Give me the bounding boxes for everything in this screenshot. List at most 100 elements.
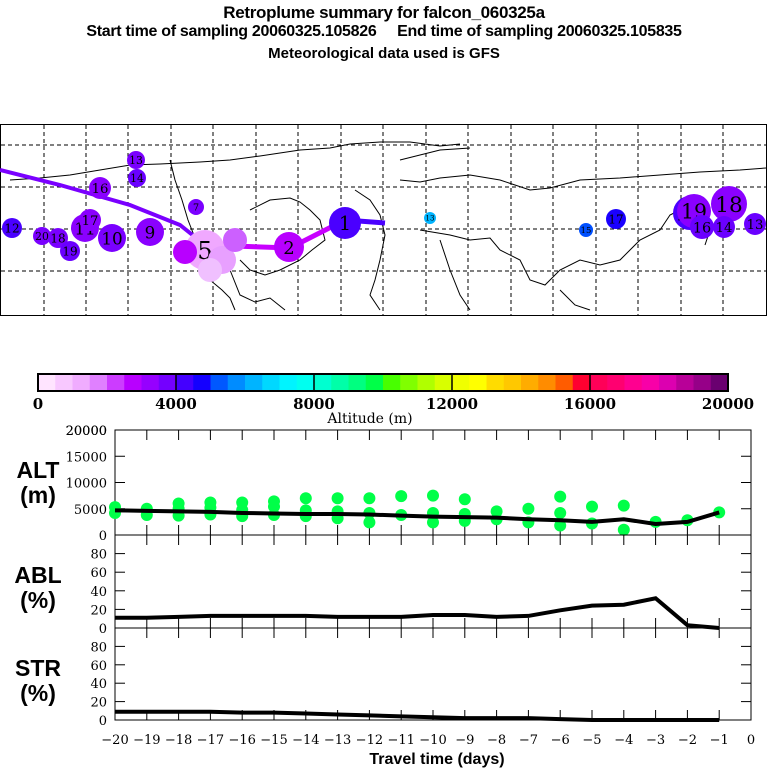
cluster-circle (89, 177, 111, 199)
colorbar-cell (434, 374, 453, 391)
plume-track-segment (0, 168, 207, 247)
x-tick-label: −14 (292, 733, 319, 748)
colorbar-cell (107, 374, 125, 391)
altitude-scatter-point (427, 516, 439, 529)
colorbar-cell (89, 374, 108, 391)
cluster-label: 7 (193, 203, 199, 214)
colorbar-cell (158, 374, 177, 391)
colorbar-cells (38, 374, 729, 391)
cluster-label: 10 (101, 228, 122, 248)
cluster-circle (136, 218, 164, 246)
cluster-label: 13 (747, 218, 764, 233)
cluster-marker: 17 (79, 209, 101, 231)
colorbar-tick-label: 0 (33, 395, 43, 413)
cluster-circle (48, 228, 68, 248)
cluster-marker: 1 (329, 207, 361, 239)
cluster-marker: 2 (274, 232, 304, 262)
colorbar-tick-label: 8000 (293, 395, 335, 413)
map-gridlines (1, 125, 767, 315)
cluster-circle (33, 227, 51, 245)
x-tick-label: −3 (646, 733, 665, 748)
cluster-marker: 13 (424, 212, 436, 224)
colorbar-tick-labels: 0 4000 8000 12000 16000 20000 (33, 374, 754, 413)
x-tick-label: −17 (197, 733, 224, 748)
altitude-scatter-point (554, 519, 567, 532)
retroplume-map: 1257910111213141617181920131517201918161… (0, 124, 767, 316)
y-tick-label: 20 (90, 696, 107, 711)
altitude-scatter-point (617, 523, 630, 536)
cluster-circle (173, 240, 197, 264)
cluster-marker: 13 (744, 213, 766, 235)
colorbar-cell (210, 374, 229, 391)
x-tick-label: −12 (356, 733, 383, 748)
altitude-scatter-point (204, 496, 217, 509)
abl-panel-label: ABL (14, 562, 61, 588)
x-tick-label: −4 (614, 733, 633, 748)
altitude-scatter-point (713, 506, 726, 519)
abl-panel-unit: (%) (20, 587, 56, 613)
cluster-circle (128, 169, 146, 187)
x-tick-label: −19 (133, 733, 160, 748)
cluster-circle (198, 258, 222, 282)
altitude-scatter-point (395, 490, 408, 503)
cluster-marker: 10 (98, 224, 126, 252)
cluster-circle (223, 228, 247, 252)
cluster-label: 14 (130, 172, 144, 185)
colorbar-cell (176, 374, 194, 391)
x-tick-label: −20 (101, 733, 128, 748)
cluster-label: 16 (693, 220, 711, 236)
colorbar-cell (486, 374, 505, 391)
altitude-scatter-point (617, 499, 630, 512)
colorbar-cell (400, 374, 418, 391)
cluster-marker: 19 (60, 241, 80, 261)
colorbar-cell (314, 374, 332, 391)
alt-panel-label: ALT (16, 457, 59, 483)
start-time-label: Start time of sampling 20060325.105826 (86, 23, 377, 40)
cluster-circle (711, 186, 747, 222)
series-line (115, 709, 720, 722)
colorbar-frame (37, 373, 729, 392)
cluster-label: 13 (129, 154, 143, 167)
abl-panel: ABL (%) 0 20 40 60 80 (14, 534, 752, 637)
cluster-marker: 16 (690, 215, 714, 239)
cluster-marker: 20 (33, 227, 51, 245)
colorbar-cell (452, 374, 470, 391)
colorbar-cell (624, 374, 643, 391)
x-tick-label: −16 (228, 733, 255, 748)
altitude-scatter-point (172, 497, 185, 510)
y-tick-label: 60 (90, 566, 107, 581)
x-axis-title: Travel time (days) (369, 751, 504, 768)
y-tick-label: 0 (99, 529, 107, 544)
x-tick-label: −9 (455, 733, 474, 748)
cluster-circle (606, 209, 626, 229)
x-tick-label: −7 (519, 733, 538, 748)
altitude-scatter-point (268, 495, 280, 508)
cluster-label: 18 (715, 193, 742, 218)
y-tick-label: 15000 (66, 450, 107, 465)
cluster-circle (690, 215, 714, 239)
y-tick-label: 80 (90, 548, 107, 563)
colorbar-cell (641, 374, 660, 391)
colorbar-cell (124, 374, 142, 391)
cluster-circle (329, 207, 361, 239)
cluster-label: 9 (145, 222, 156, 242)
colorbar-cell (279, 374, 298, 391)
colorbar-tick-label: 4000 (155, 395, 197, 413)
series-line (115, 596, 720, 630)
x-tick-label: −8 (487, 733, 506, 748)
cluster-label: 17 (608, 213, 623, 227)
x-tick-label: −2 (678, 733, 697, 748)
y-tick-label: 5000 (74, 503, 107, 518)
y-tick-label: 40 (90, 677, 107, 692)
colorbar-cell (538, 374, 556, 391)
y-tick-label: 20000 (66, 424, 107, 439)
cluster-marker: 14 (128, 169, 146, 187)
altitude-scatter-point (299, 492, 312, 505)
altitude-scatter-point (586, 500, 598, 513)
y-tick-label: 40 (90, 585, 107, 600)
y-tick-label: 0 (99, 714, 107, 729)
colorbar-cell (262, 374, 280, 391)
series-line (114, 508, 720, 526)
colorbar-title: Altitude (m) (326, 411, 412, 425)
